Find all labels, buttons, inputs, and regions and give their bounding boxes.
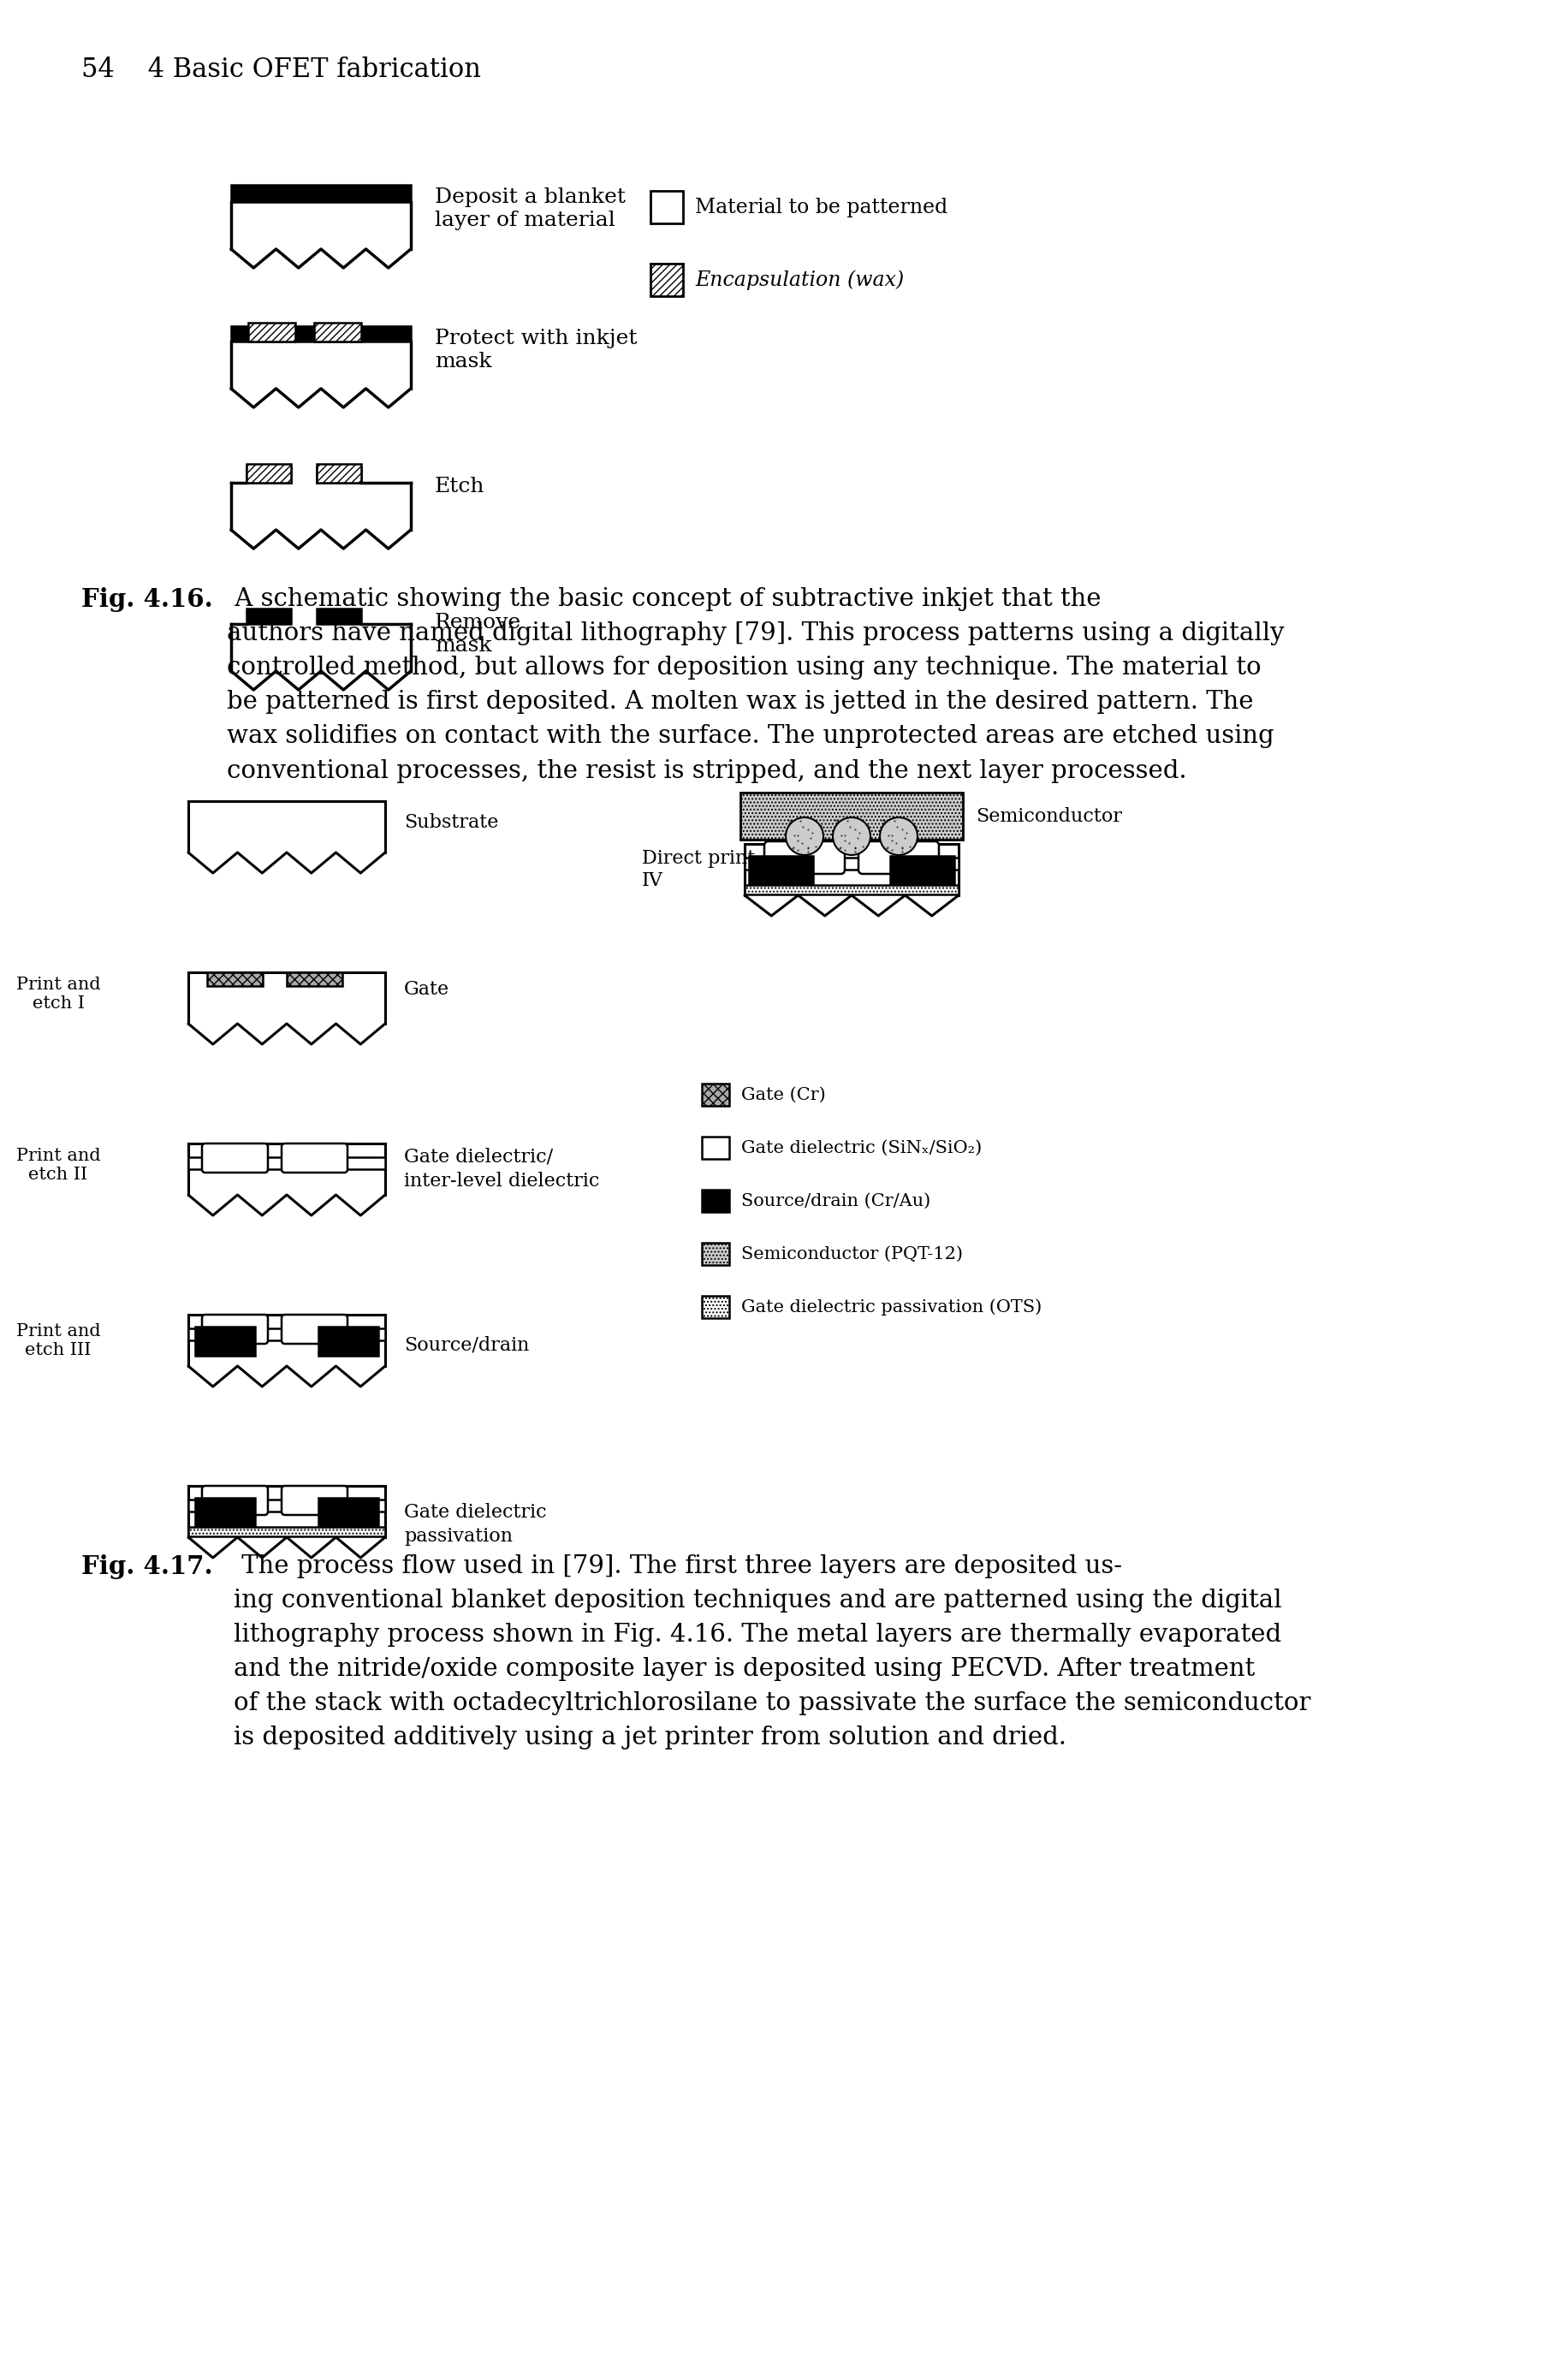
Bar (287, 1314, 342, 1328)
Bar (702, 1136, 729, 1159)
Bar (287, 1485, 342, 1499)
FancyBboxPatch shape (202, 1485, 268, 1516)
Text: Gate dielectric passivation (OTS): Gate dielectric passivation (OTS) (742, 1300, 1041, 1316)
FancyBboxPatch shape (202, 1143, 268, 1174)
Text: A schematic showing the basic concept of subtractive inkjet that the
authors hav: A schematic showing the basic concept of… (227, 587, 1284, 782)
Text: Remove
mask: Remove mask (434, 613, 521, 656)
Bar (207, 972, 263, 986)
Bar (246, 608, 292, 625)
Text: Deposit a blanket
layer of material: Deposit a blanket layer of material (434, 188, 626, 230)
FancyBboxPatch shape (858, 841, 939, 874)
Bar (188, 1528, 386, 1537)
Text: Print and
etch III: Print and etch III (16, 1323, 100, 1359)
Text: Print and
etch II: Print and etch II (16, 1148, 100, 1183)
Bar (702, 1190, 729, 1212)
Text: Semiconductor (PQT-12): Semiconductor (PQT-12) (742, 1245, 963, 1262)
Bar (188, 1499, 386, 1511)
FancyBboxPatch shape (282, 1143, 348, 1174)
Text: Gate dielectric/
inter-level dielectric: Gate dielectric/ inter-level dielectric (405, 1148, 599, 1190)
Bar (745, 884, 958, 893)
Text: Print and
etch I: Print and etch I (16, 977, 100, 1012)
Bar (317, 608, 361, 625)
Text: Source/drain: Source/drain (405, 1335, 530, 1354)
Text: Fig. 4.16.: Fig. 4.16. (82, 587, 213, 613)
Bar (318, 1326, 378, 1357)
Bar (207, 1485, 263, 1499)
Text: Substrate: Substrate (405, 813, 499, 832)
Bar (651, 264, 684, 297)
FancyBboxPatch shape (764, 841, 845, 874)
Text: 54    4 Basic OFET fabrication: 54 4 Basic OFET fabrication (82, 57, 481, 83)
Circle shape (786, 817, 823, 855)
Bar (891, 855, 955, 884)
FancyBboxPatch shape (282, 1314, 348, 1345)
Bar (188, 1328, 386, 1340)
Bar (864, 843, 933, 858)
Bar (318, 1497, 378, 1528)
Bar (207, 1314, 263, 1328)
Bar (230, 326, 411, 342)
Text: Gate: Gate (405, 979, 450, 998)
Bar (194, 1497, 256, 1528)
Text: Etch: Etch (434, 475, 485, 497)
Text: Gate dielectric (SiNₓ/SiO₂): Gate dielectric (SiNₓ/SiO₂) (742, 1140, 982, 1155)
Bar (188, 1157, 386, 1169)
Bar (740, 794, 963, 839)
Text: Gate dielectric
passivation: Gate dielectric passivation (405, 1502, 547, 1547)
Bar (287, 1143, 342, 1157)
Bar (194, 1326, 256, 1357)
Bar (702, 1295, 729, 1319)
Text: Direct print
IV: Direct print IV (641, 848, 756, 891)
Text: Source/drain (Cr/Au): Source/drain (Cr/Au) (742, 1193, 930, 1209)
Text: Material to be patterned: Material to be patterned (695, 197, 947, 216)
Bar (287, 972, 342, 986)
Bar (314, 323, 361, 342)
Bar (248, 323, 295, 342)
Text: Gate (Cr): Gate (Cr) (742, 1086, 826, 1102)
Bar (651, 190, 684, 223)
Text: Fig. 4.17.: Fig. 4.17. (82, 1554, 213, 1580)
Bar (770, 843, 839, 858)
Text: The process flow used in [79]. The first three layers are deposited us-
ing conv: The process flow used in [79]. The first… (234, 1554, 1311, 1749)
FancyBboxPatch shape (282, 1485, 348, 1516)
Bar (702, 1243, 729, 1264)
Bar (702, 1083, 729, 1105)
Bar (207, 1143, 263, 1157)
Circle shape (833, 817, 870, 855)
Bar (246, 468, 292, 482)
Bar (246, 463, 292, 482)
Circle shape (880, 817, 917, 855)
Bar (230, 185, 411, 202)
Bar (750, 855, 814, 884)
Bar (317, 468, 361, 482)
Bar (317, 463, 361, 482)
FancyBboxPatch shape (202, 1314, 268, 1345)
Bar (745, 858, 958, 870)
Text: Semiconductor: Semiconductor (975, 808, 1123, 827)
Text: Encapsulation (wax): Encapsulation (wax) (695, 271, 905, 290)
Text: Protect with inkjet
mask: Protect with inkjet mask (434, 328, 637, 371)
